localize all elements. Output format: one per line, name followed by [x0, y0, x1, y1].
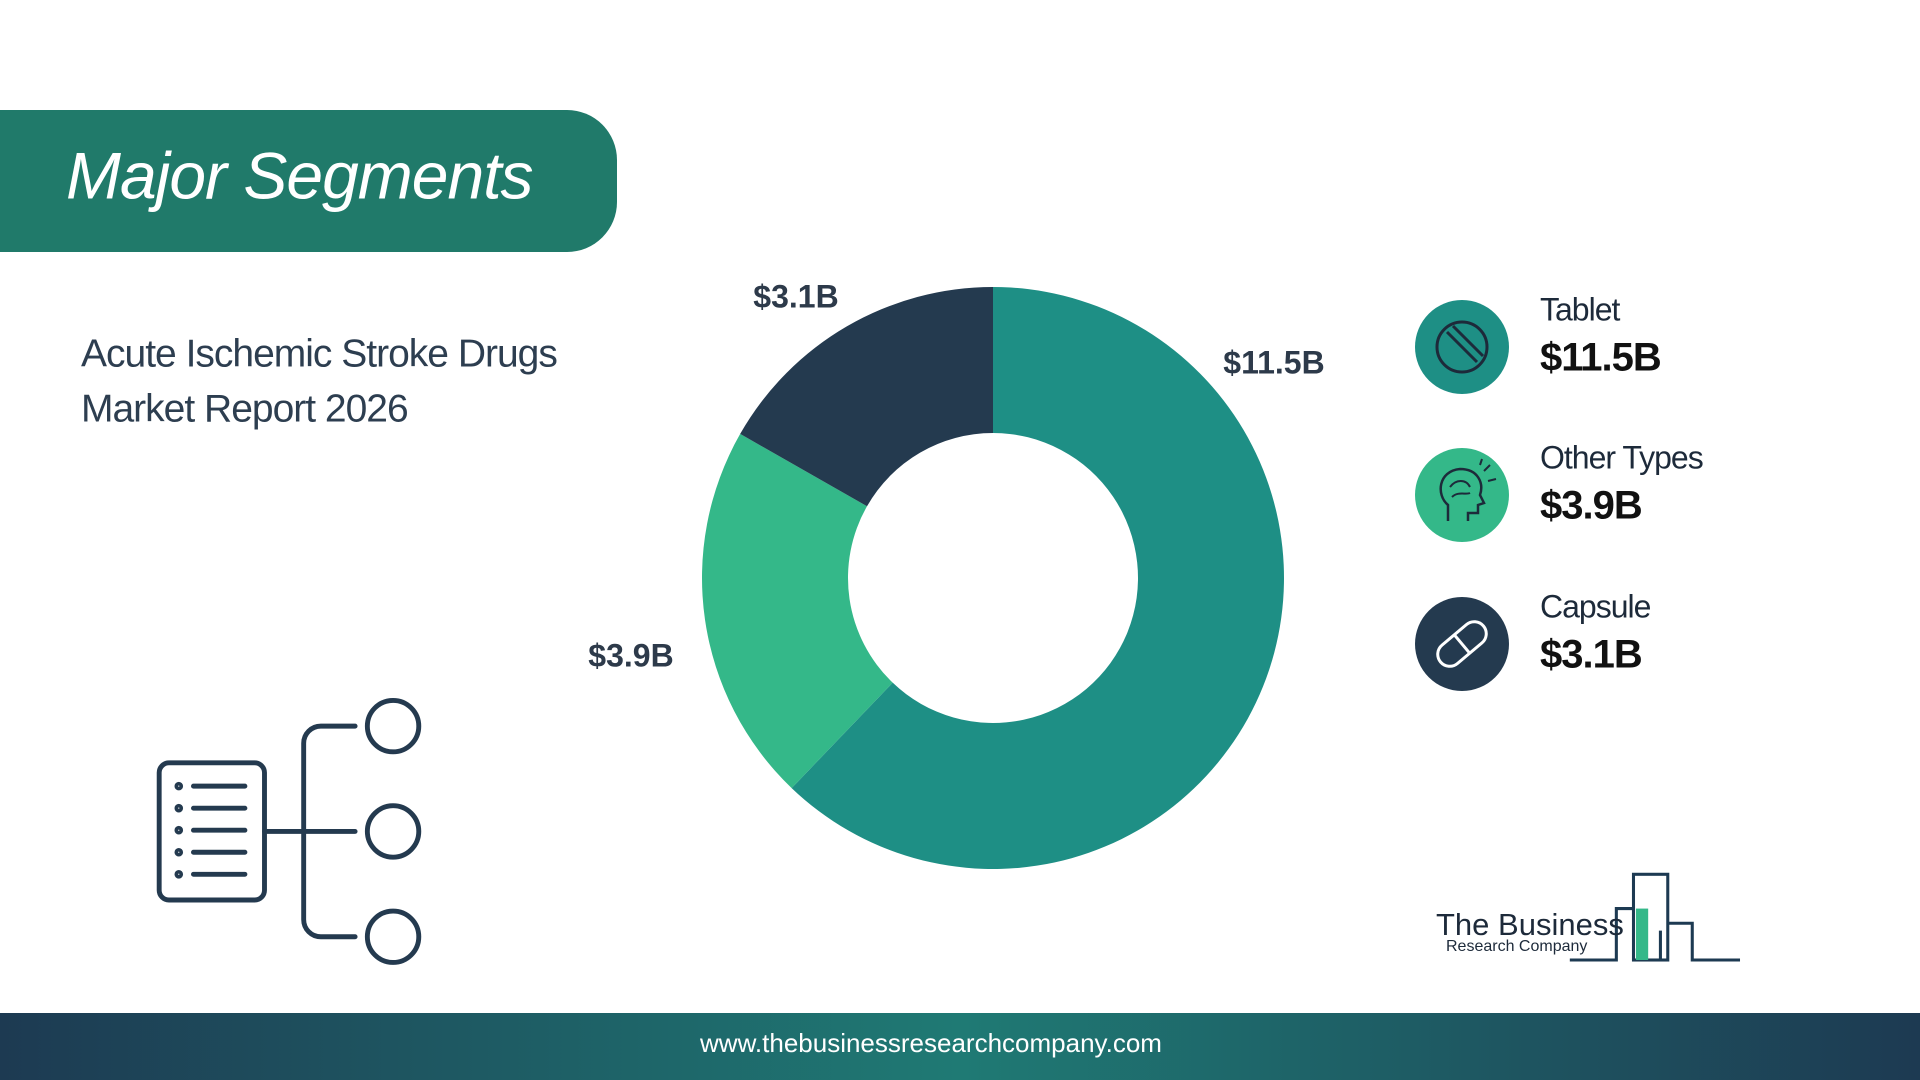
- legend-value: $11.5B: [1540, 336, 1661, 380]
- legend-icon: [1436, 620, 1488, 668]
- subtitle: Acute Ischemic Stroke Drugs: [81, 332, 557, 375]
- logo-text: Research Company: [1446, 938, 1587, 955]
- legend-icon: [1445, 330, 1479, 364]
- legend-value: $3.1B: [1540, 633, 1642, 677]
- header-banner: [0, 110, 617, 252]
- logo-text: The Business: [1436, 907, 1624, 942]
- legend-value: $3.9B: [1540, 484, 1642, 528]
- legend-icon: [1453, 633, 1471, 655]
- footer-bar: [0, 1013, 1920, 1080]
- legend-name: Tablet: [1540, 291, 1621, 327]
- legend-icon: [1435, 320, 1489, 374]
- footer-url: www.thebusinessresearchcompany.com: [699, 1028, 1162, 1058]
- donut-segment: [701, 433, 893, 789]
- legend-icon: [1479, 458, 1497, 482]
- data-label: $3.9B: [588, 637, 673, 673]
- legend-icon: [1449, 480, 1471, 498]
- legend-icon: [1451, 324, 1485, 358]
- donut-segment: [740, 287, 993, 507]
- donut-segment: [791, 287, 1284, 869]
- subtitle: Market Report 2026: [81, 387, 408, 430]
- segments-icon: [156, 697, 422, 965]
- legend-name: Capsule: [1540, 588, 1651, 624]
- donut-chart: $11.5B $3.9B $3.1B: [588, 278, 1325, 869]
- legend-swatch: [1415, 448, 1509, 542]
- header-title: Major Segments: [66, 138, 533, 212]
- data-label: $11.5B: [1223, 344, 1324, 380]
- legend-name: Other Types: [1540, 439, 1703, 475]
- legend: Tablet $11.5B Other Types $3.9B Capsule $3.1B: [1415, 291, 1704, 691]
- legend-icon: [1439, 467, 1486, 521]
- data-label: $3.1B: [753, 278, 838, 314]
- logo-mark: [1569, 872, 1741, 962]
